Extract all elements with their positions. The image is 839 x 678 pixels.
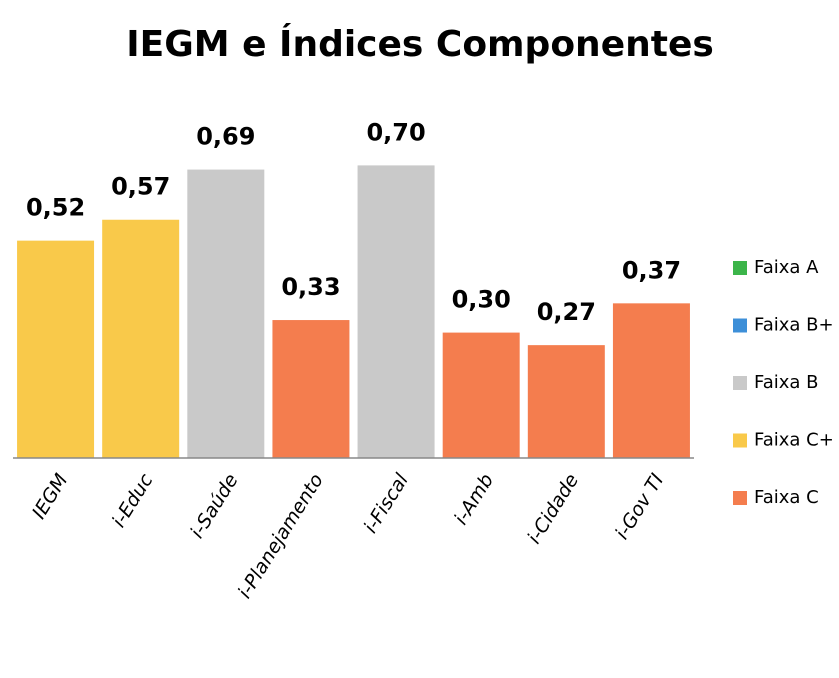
x-tick-label: i-Amb xyxy=(450,470,498,529)
legend-swatch xyxy=(733,261,747,275)
x-tick-label: i-Gov TI xyxy=(611,470,669,544)
data-label: 0,37 xyxy=(622,256,681,284)
legend-label: Faixa B+ xyxy=(754,315,834,336)
bar xyxy=(612,303,690,458)
data-label: 0,33 xyxy=(281,273,340,301)
chart-title: IEGM e Índices Componentes xyxy=(126,23,714,65)
x-tick-label: i-Saúde xyxy=(186,470,243,542)
legend-swatch xyxy=(733,491,747,505)
legend-label: Faixa C xyxy=(754,487,819,508)
legend-label: Faixa C+ xyxy=(754,430,834,451)
legend-swatch xyxy=(733,318,747,333)
x-tick-label: i-Planejamento xyxy=(234,470,328,602)
data-label: 0,57 xyxy=(111,173,170,201)
x-tick-label: i-Fiscal xyxy=(360,469,414,537)
bar xyxy=(442,332,520,458)
legend-swatch xyxy=(733,376,747,390)
bar xyxy=(187,169,265,458)
data-label: 0,70 xyxy=(366,118,425,146)
bar xyxy=(17,240,95,458)
data-label: 0,30 xyxy=(452,286,511,314)
legend-label: Faixa A xyxy=(754,257,819,278)
bar xyxy=(102,219,180,458)
x-tick-label: IEGM xyxy=(28,470,72,523)
x-tick-label: i-Educ xyxy=(108,469,158,531)
bar xyxy=(527,345,605,458)
legend-label: Faixa B xyxy=(754,372,819,393)
bar xyxy=(357,165,435,458)
x-tick-label: i-Cidade xyxy=(523,470,583,548)
data-label: 0,27 xyxy=(537,298,596,326)
legend-swatch xyxy=(733,433,747,448)
bar xyxy=(272,320,350,458)
data-label: 0,69 xyxy=(196,123,255,151)
data-label: 0,52 xyxy=(26,194,85,222)
